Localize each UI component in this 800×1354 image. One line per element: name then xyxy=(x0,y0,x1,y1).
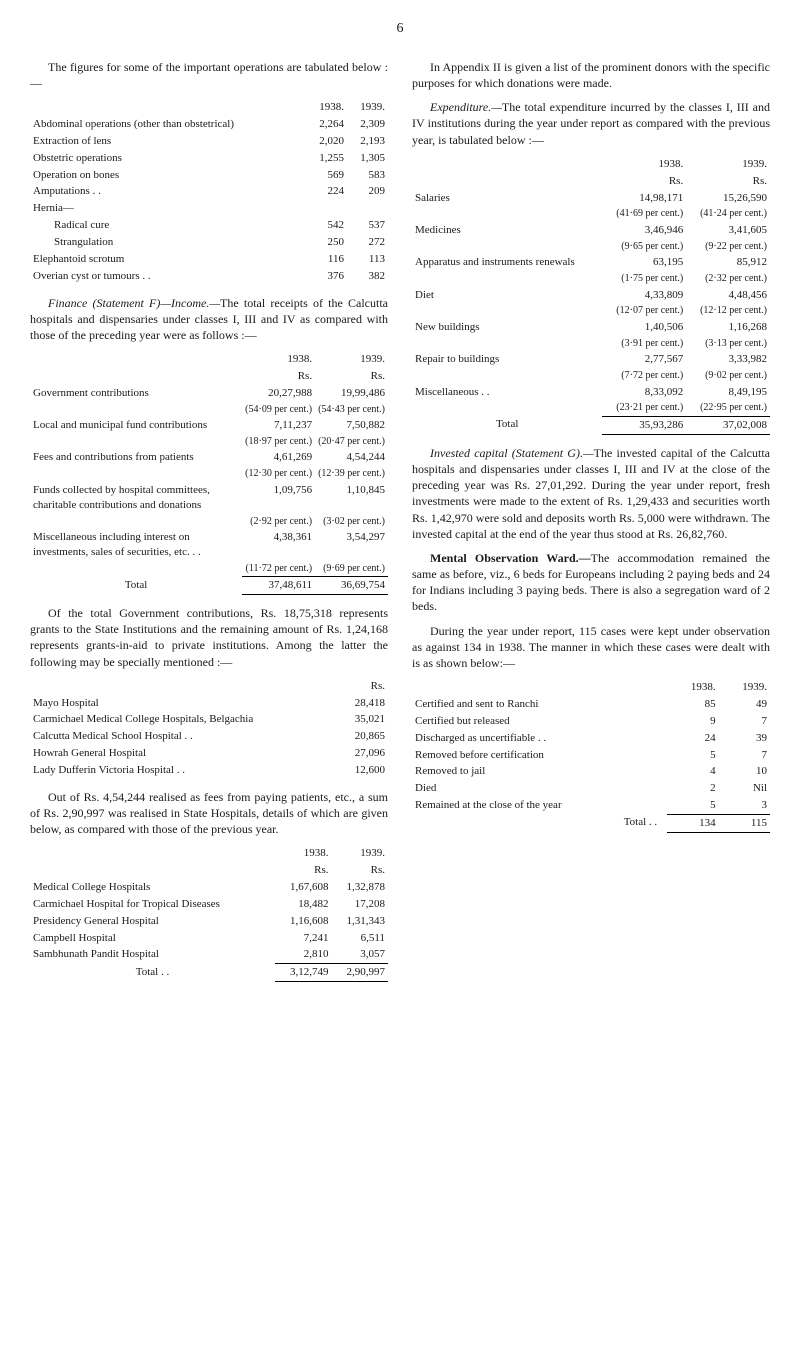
total-row: Total35,93,28637,02,008 xyxy=(412,416,770,434)
table-row: Remained at the close of the year53 xyxy=(412,797,770,814)
table-row: Repair to buildings2,77,5673,33,982 xyxy=(412,351,770,368)
table-row: Radical cure542537 xyxy=(30,217,388,234)
table-row: Extraction of lens2,0202,193 xyxy=(30,133,388,150)
ops-h2: 1939. xyxy=(347,99,388,116)
total-row: Total . .3,12,7492,90,997 xyxy=(30,964,388,982)
total-row: Total . .134115 xyxy=(412,814,770,832)
table-row: Overian cyst or tumours . .376382 xyxy=(30,268,388,285)
table-row: Calcutta Medical School Hospital . .20,8… xyxy=(30,728,388,745)
table-row: Removed to jail410 xyxy=(412,763,770,780)
table-row: Discharged as uncertifiable . .2439 xyxy=(412,730,770,747)
table-row: Removed before certification57 xyxy=(412,747,770,764)
mental-para2: During the year under report, 115 cases … xyxy=(412,623,770,672)
table-row: Sambhunath Pandit Hospital2,8103,057 xyxy=(30,946,388,963)
mental-table: 1938.1939. Certified and sent to Ranchi8… xyxy=(412,679,770,833)
mental-para: Mental Observation Ward.—The accommodati… xyxy=(412,550,770,615)
contrib-para: Of the total Government contributions, R… xyxy=(30,605,388,670)
table-row: Medicines3,46,9463,41,605 xyxy=(412,222,770,239)
table-row: Miscellaneous . .8,33,0928,49,195 xyxy=(412,384,770,401)
expenditure-para: Expenditure.—The total expenditure incur… xyxy=(412,99,770,148)
finance-para: Finance (Statement F)—Income.—The total … xyxy=(30,295,388,344)
table-row: Hernia— xyxy=(30,200,388,217)
table-row: Government contributions20,27,98819,99,4… xyxy=(30,385,388,402)
table-row: Obstetric operations1,2551,305 xyxy=(30,150,388,167)
table-row: Abdominal operations (other than obstetr… xyxy=(30,116,388,133)
table-row: Medical College Hospitals1,67,6081,32,87… xyxy=(30,879,388,896)
income-table: 1938.1939. Rs.Rs. Government contributio… xyxy=(30,351,388,595)
ops-h1: 1938. xyxy=(306,99,347,116)
left-column: The figures for some of the important op… xyxy=(30,59,388,992)
table-row: Apparatus and instruments renewals63,195… xyxy=(412,254,770,271)
fees-para: Out of Rs. 4,54,244 realised as fees fro… xyxy=(30,789,388,838)
table-row: Presidency General Hospital1,16,6081,31,… xyxy=(30,913,388,930)
table-row: Operation on bones569583 xyxy=(30,167,388,184)
table-row: Local and municipal fund contributions7,… xyxy=(30,417,388,434)
table-row: Mayo Hospital28,418 xyxy=(30,695,388,712)
appendix-para: In Appendix II is given a list of the pr… xyxy=(412,59,770,91)
table-row: Howrah General Hospital27,096 xyxy=(30,745,388,762)
invest-head: Invested capital (Statement G).— xyxy=(430,446,594,460)
table-row: Salaries14,98,17115,26,590 xyxy=(412,190,770,207)
exp-head: Expenditure.— xyxy=(430,100,502,114)
total-row: Total37,48,61136,69,754 xyxy=(30,577,388,595)
invest-body: The invested capital of the Calcutta hos… xyxy=(412,446,770,541)
right-column: In Appendix II is given a list of the pr… xyxy=(412,59,770,992)
table-row: Fees and contributions from patients4,61… xyxy=(30,449,388,466)
institutions-table: Rs. Mayo Hospital28,418 Carmichael Medic… xyxy=(30,678,388,779)
mental-head: Mental Observation Ward.— xyxy=(430,551,591,565)
table-row: Certified but released97 xyxy=(412,713,770,730)
ops-intro: The figures for some of the important op… xyxy=(30,59,388,91)
operations-table: 1938.1939. Abdominal operations (other t… xyxy=(30,99,388,284)
expenditure-table: 1938.1939. Rs.Rs. Salaries14,98,17115,26… xyxy=(412,156,770,435)
table-row: Carmichael Medical College Hospitals, Be… xyxy=(30,711,388,728)
invest-para: Invested capital (Statement G).—The inve… xyxy=(412,445,770,542)
table-row: Died2Nil xyxy=(412,780,770,797)
fees-table: 1938.1939. Rs.Rs. Medical College Hospit… xyxy=(30,845,388,982)
table-row: New buildings1,40,5061,16,268 xyxy=(412,319,770,336)
two-column-layout: The figures for some of the important op… xyxy=(30,59,770,992)
table-row: Miscellaneous including interest on inve… xyxy=(30,529,388,561)
table-row: Carmichael Hospital for Tropical Disease… xyxy=(30,896,388,913)
table-row: Amputations . .224209 xyxy=(30,183,388,200)
table-row: Campbell Hospital7,2416,511 xyxy=(30,930,388,947)
page-number: 6 xyxy=(30,20,770,39)
table-row: Diet4,33,8094,48,456 xyxy=(412,287,770,304)
table-row: Certified and sent to Ranchi8549 xyxy=(412,696,770,713)
table-row: Lady Dufferin Victoria Hospital . .12,60… xyxy=(30,762,388,779)
table-row: Elephantoid scrotum116113 xyxy=(30,251,388,268)
table-row: Funds collected by hospital committees, … xyxy=(30,482,388,514)
finance-head: Finance (Statement F)—Income.— xyxy=(48,296,220,310)
table-row: Strangulation250272 xyxy=(30,234,388,251)
